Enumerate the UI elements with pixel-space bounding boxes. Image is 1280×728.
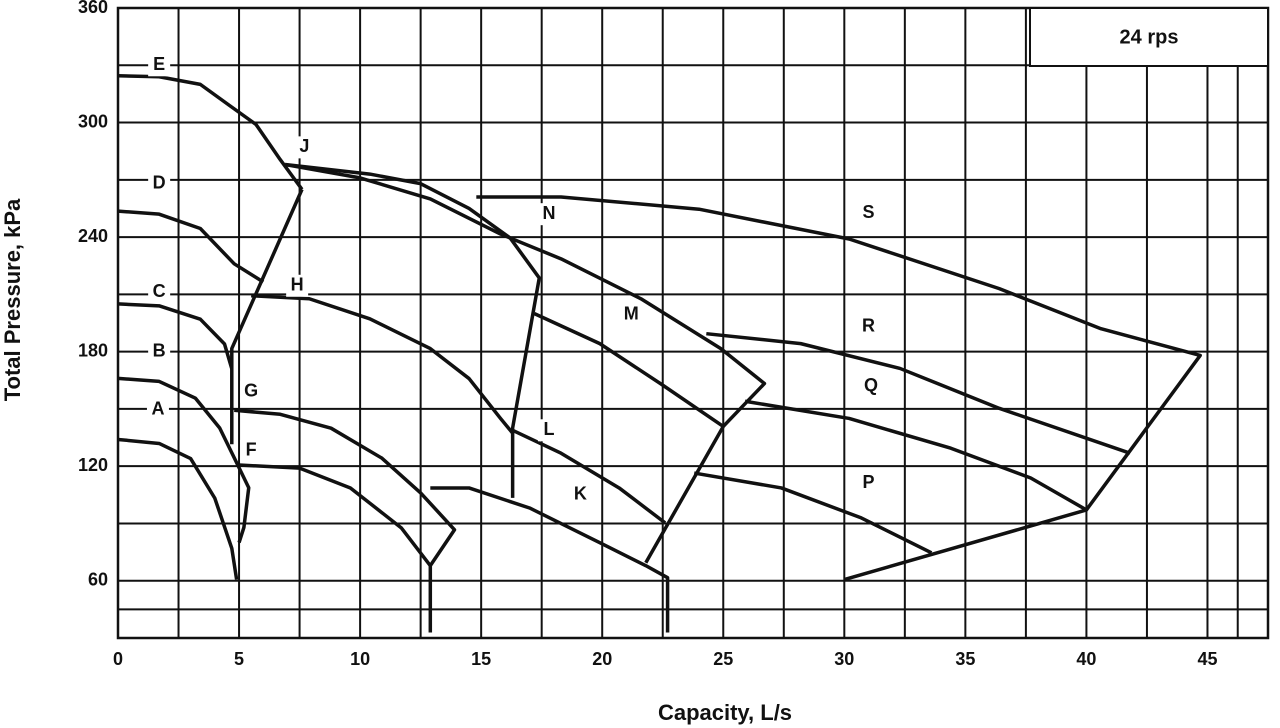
curve-label: F [246, 440, 257, 460]
pump-curve [238, 463, 432, 567]
curve-label: D [153, 172, 166, 192]
y-tick-label: 240 [78, 226, 108, 246]
pump-curve [117, 437, 239, 580]
annotation-bg [148, 340, 171, 363]
annotation-bg [569, 483, 592, 506]
annotation-bg [286, 274, 309, 297]
y-tick-label: 120 [78, 455, 108, 475]
annotation-bg [857, 202, 880, 225]
curve-label: L [543, 419, 554, 439]
annotation-bg [857, 472, 880, 495]
pump-curve [533, 312, 725, 428]
pump-curve [693, 471, 933, 555]
curve-label: J [299, 136, 309, 156]
y-tick-label: 180 [78, 340, 108, 360]
curve-label: A [151, 398, 164, 418]
annotation-bg [240, 380, 263, 403]
x-tick-label: 45 [1197, 649, 1217, 669]
x-axis-title: Capacity, L/s [658, 700, 792, 725]
curve-label: M [624, 304, 639, 324]
annotation-bg [148, 172, 171, 195]
curve-label: B [153, 340, 166, 360]
x-tick-label: 5 [234, 649, 244, 669]
x-tick-label: 25 [713, 649, 733, 669]
plot-border [116, 6, 1270, 640]
curve-label: R [862, 316, 875, 336]
curve-label: S [863, 202, 875, 222]
annotation-bg [293, 136, 316, 159]
pump-curve [117, 209, 265, 284]
curve-label: G [244, 380, 258, 400]
speed-label: 24 rps [1120, 26, 1179, 48]
annotation-bg [859, 375, 882, 397]
annotation-bg [148, 54, 171, 77]
pump-curve [117, 376, 251, 544]
pump-curve [230, 188, 304, 445]
annotation-bg [620, 303, 643, 326]
curve-label: K [574, 484, 587, 504]
pump-curve [476, 195, 1202, 582]
annotation-bg [146, 398, 169, 421]
y-tick-label: 360 [78, 0, 108, 17]
pump-curve [234, 408, 457, 633]
y-tick-label: 300 [78, 111, 108, 131]
pump-curve [117, 302, 234, 370]
pump-curve [251, 293, 514, 435]
annotation-bg [537, 419, 560, 442]
annotation-bg [240, 439, 263, 462]
annotation-bg [148, 281, 171, 304]
pump-curve [744, 399, 1088, 512]
x-tick-label: 0 [113, 649, 123, 669]
curve-label: C [153, 281, 166, 301]
pump-curve [117, 74, 304, 191]
pump-curve [511, 428, 667, 525]
curve-label: E [153, 54, 165, 74]
x-tick-label: 20 [592, 649, 612, 669]
curve-label: Q [864, 375, 878, 395]
curve-label: H [291, 275, 304, 295]
curve-label: P [863, 472, 875, 492]
speed-box [1029, 7, 1269, 67]
x-tick-label: 40 [1076, 649, 1096, 669]
pump-curve [706, 331, 1131, 455]
annotation-bg [537, 203, 560, 226]
y-axis-title: Total Pressure, kPa [0, 198, 25, 401]
x-tick-label: 15 [471, 649, 491, 669]
x-tick-label: 30 [834, 649, 854, 669]
pump-curve [430, 486, 670, 633]
x-tick-label: 10 [350, 649, 370, 669]
annotation-bg [857, 315, 880, 338]
curve-label: N [542, 203, 555, 223]
x-tick-label: 35 [955, 649, 975, 669]
y-tick-label: 60 [88, 569, 108, 589]
pump-curve [284, 162, 542, 498]
pump-curve [284, 162, 767, 564]
